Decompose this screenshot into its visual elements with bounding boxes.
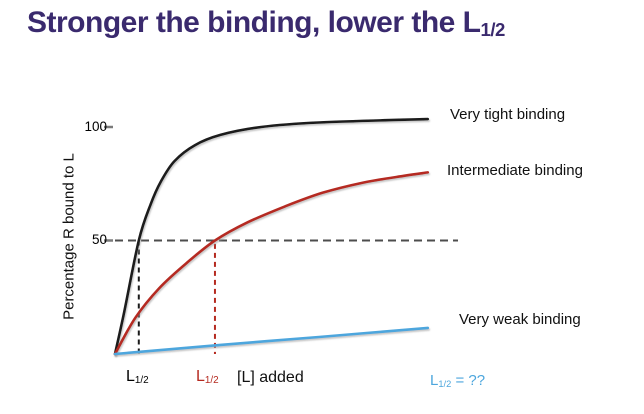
lhalf-annotation-intermediate: L1/2 [196, 368, 219, 386]
series-curve-0 [113, 117, 430, 356]
lhalf-tight-base: L [126, 368, 135, 385]
lhalf-annotation-tight: L1/2 [126, 368, 149, 386]
lhalf-annotation-weak: L1/2 = ?? [430, 372, 485, 389]
series-curve-2 [113, 326, 430, 356]
lhalf-weak-base: L [430, 372, 439, 389]
series-curve-1 [113, 171, 430, 356]
lhalf-intermediate-base: L [196, 368, 205, 385]
lhalf-weak-subscript: 1/2 [438, 379, 452, 390]
lhalf-tight-subscript: 1/2 [134, 375, 149, 387]
slide-title-subscript: 1/2 [480, 19, 506, 41]
curve-label-intermediate-binding: Intermediate binding [447, 162, 583, 179]
x-axis-label: [L] added [237, 369, 304, 386]
lhalf-weak-equals: = ?? [451, 372, 486, 389]
slide-title: Stronger the binding, lower the L1/2 [27, 6, 505, 40]
y-tick-label-100: 100 [84, 119, 107, 134]
curve-label-very-weak-binding: Very weak binding [459, 311, 581, 328]
y-tick-label-50: 50 [91, 232, 107, 247]
lhalf-intermediate-subscript: 1/2 [204, 375, 219, 387]
curve-label-very-tight-binding: Very tight binding [450, 106, 566, 123]
slide-title-text: Stronger the binding, lower the L [27, 6, 481, 39]
